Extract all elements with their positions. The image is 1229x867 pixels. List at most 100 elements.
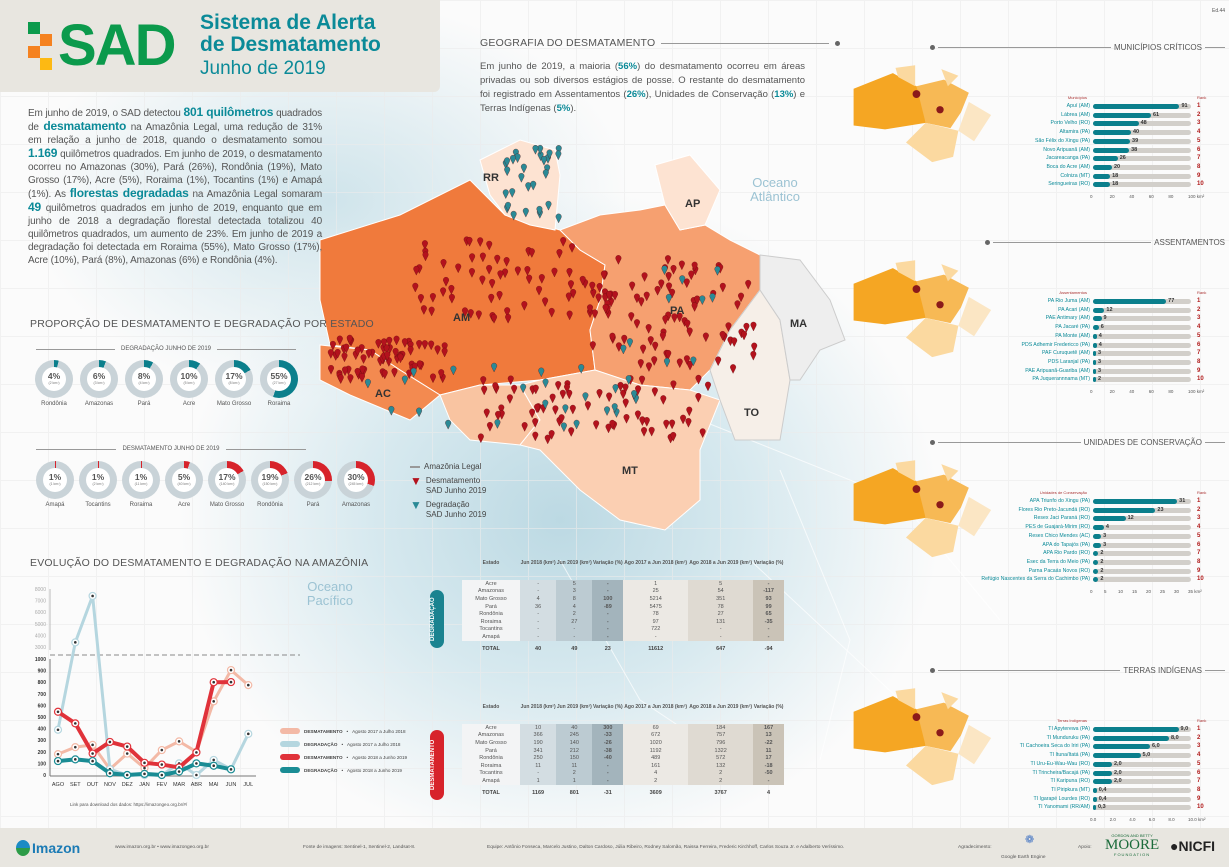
ranking-label: TI Munduruku (PA) [1046, 734, 1090, 741]
table-cell: Acre [462, 724, 520, 732]
table-cell: 36 [520, 602, 557, 611]
edition-label: Ed.44 [1212, 8, 1226, 14]
map-marker [477, 433, 484, 444]
donut-km: (1 km²) [49, 482, 61, 486]
map-marker [602, 304, 609, 314]
map-marker [640, 344, 647, 355]
footer-sites[interactable]: www.imazon.org.br • www.imazongeo.org.br [115, 845, 209, 850]
table-cell: Mato Grosso [462, 595, 520, 603]
map-marker [526, 274, 533, 285]
donut-chart: 55% (27 km²) [260, 360, 298, 398]
data-point-center [91, 752, 94, 755]
table-cell: 5 [688, 580, 754, 588]
footer: Imazon www.imazon.org.br • www.imazongeo… [0, 828, 1229, 867]
map-marker [690, 356, 697, 367]
map-marker [525, 182, 532, 192]
map-marker [659, 331, 666, 342]
table-row: Pará 36 4 -89 5475 78 99 [462, 602, 784, 611]
bar-value: 48 [1140, 120, 1147, 127]
donut-km: (2 km²) [92, 482, 104, 486]
axis-tick-label: 20 [1109, 194, 1115, 199]
map-marker [534, 403, 540, 414]
table-cell: 100 [592, 595, 624, 603]
donut-km: (27 km²) [272, 381, 286, 385]
legend-series-name: DEGRADAÇÃO [304, 741, 338, 747]
bar-fill [1093, 727, 1179, 732]
map-marker [365, 349, 372, 359]
bar-value: 6 [1100, 324, 1104, 331]
bar-fill [1093, 787, 1097, 793]
map-marker [529, 408, 536, 419]
map-marker [388, 406, 395, 416]
bar-value: 77 [1168, 298, 1175, 304]
map-marker [589, 281, 596, 292]
ranking-row: Colniza (MT) 18 9 [1060, 173, 1223, 180]
legend-separator: • [341, 767, 344, 773]
table-total-cell: 3767 [714, 789, 727, 796]
bar-track [1093, 761, 1191, 767]
ranking-label: PAF Curuquetê (AM) [1041, 350, 1090, 357]
table-cell: Rondônia [462, 610, 520, 618]
map-marker [635, 385, 642, 395]
map-marker [430, 373, 436, 384]
table-cell: - [592, 761, 624, 770]
bar-value: 12 [1127, 515, 1134, 522]
deforestation-table: Estado Jun 2018 (km²) Jun 2019 (km²) Variaç… [462, 702, 784, 801]
ranking-row: Refúgio Nascentes da Serra do Cachimbo (… [981, 576, 1223, 583]
map-marker [502, 189, 509, 199]
rank-number: 3 [1197, 515, 1201, 522]
rank-number: 3 [1197, 120, 1201, 127]
table-cell: 300 [592, 724, 624, 732]
donut-percent: 8% [137, 371, 151, 381]
rank-number: 10 [1197, 376, 1204, 383]
map-marker [495, 411, 501, 421]
map-marker [483, 408, 490, 419]
map-marker [595, 293, 602, 304]
bar-value: 2 [1100, 550, 1104, 557]
bar-fill [1093, 377, 1096, 383]
bar-value: 2,0 [1114, 778, 1122, 785]
data-point-center [74, 722, 77, 725]
rank-number: 4 [1197, 324, 1201, 331]
ranking-label: Seringueiras (RO) [1048, 181, 1090, 188]
table-row: Tocantins -2-4 2 -50 [462, 769, 784, 778]
imazon-logo-icon [16, 840, 30, 856]
data-point-center [143, 761, 146, 765]
map-marker [687, 360, 693, 371]
bar-value: 9 [1103, 315, 1107, 322]
table-cell: -40 [592, 754, 624, 762]
map-marker [329, 341, 336, 351]
table-cell: 366 [520, 731, 557, 740]
table-cell: 3 [556, 587, 593, 596]
map-marker [570, 289, 577, 299]
legend-degr: Degradação [425, 500, 470, 509]
map-marker [604, 406, 610, 416]
data-point-center [91, 743, 94, 747]
map-marker [669, 288, 676, 299]
map-marker [679, 275, 686, 285]
map-marker [634, 410, 641, 421]
bar-track [1093, 787, 1191, 793]
bar-value: 2 [1100, 558, 1104, 565]
ranking-label: APA do Tapajós (PA) [1042, 541, 1090, 548]
line-legend-item: DESMATAMENTO • Agosto 2017 a Julho 2018 [280, 728, 406, 734]
data-download-link[interactable]: Link para download dos dados: https://im… [70, 802, 188, 807]
bar-fill [1093, 568, 1099, 574]
bar-fill [1093, 805, 1096, 811]
map-marker [542, 378, 549, 389]
line-legend-item: DEGRADAÇÃO • Agosto 2018 a Junho 2019 [280, 767, 402, 773]
ranking-rank-header: Rank [1197, 490, 1207, 495]
map-marker [467, 309, 474, 319]
rank-number: 1 [1197, 103, 1201, 109]
donut-km: (5 km²) [183, 381, 195, 385]
map-marker [719, 282, 726, 293]
map-marker [641, 272, 648, 282]
rank-number: 7 [1197, 350, 1201, 357]
map-marker [440, 287, 447, 297]
ranking-row: APA Triunfo do Xingu (PA) 31 1 [1030, 498, 1223, 505]
ranking-row: Seringueiras (RO) 18 10 [1048, 181, 1223, 188]
series-line [56, 680, 232, 770]
donut-state-label: Mato Grosso [216, 401, 252, 407]
table-total-cell: 40 [535, 645, 542, 652]
map-marker [420, 305, 427, 315]
